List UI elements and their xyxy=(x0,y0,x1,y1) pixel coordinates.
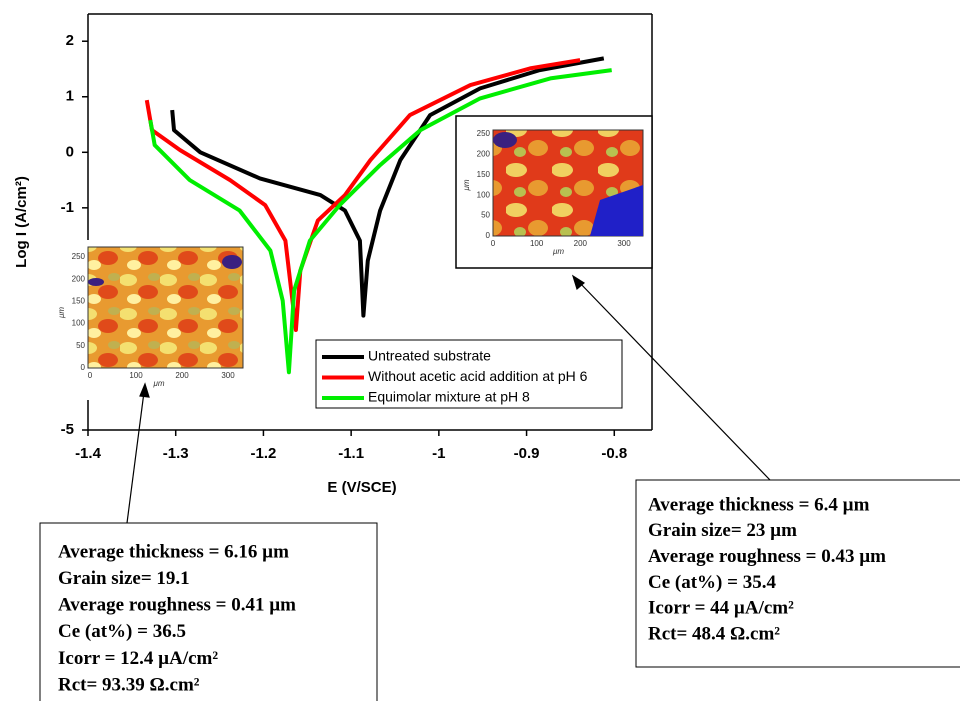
inset-y-tick-label: 50 xyxy=(481,211,490,220)
legend-label: Equimolar mixture at pH 8 xyxy=(368,389,530,405)
y-tick-label: 1 xyxy=(66,88,74,105)
inset-y-tick-label: 100 xyxy=(72,319,86,328)
figure: E (V/SCE) Log I (A/cm²) -1.4 -1.3 -1.2 -1.1… xyxy=(0,0,960,701)
inset-x-tick-label: 100 xyxy=(129,371,143,380)
annotation-line: Icorr = 12.4 µA/cm² xyxy=(58,648,218,669)
x-tick-label: -1.2 xyxy=(250,445,276,462)
inset-x-tick-label: 200 xyxy=(574,239,588,248)
y-tick-label: -5 xyxy=(61,421,74,438)
inset-y-tick-label: 100 xyxy=(477,190,491,199)
inset-y-tick-label: 150 xyxy=(72,297,86,306)
inset-y-tick-label: 250 xyxy=(477,129,491,138)
y-tick-label: 0 xyxy=(66,143,74,160)
inset-x-tick-label: 200 xyxy=(175,371,189,380)
x-tick-label: -1.1 xyxy=(338,445,364,462)
inset-x-tick-label: 0 xyxy=(491,239,496,248)
annotation-line: Ce (at%) = 35.4 xyxy=(648,572,776,593)
annotation-line: Average thickness = 6.4 µm xyxy=(648,494,870,515)
inset-x-tick-label: 0 xyxy=(88,371,93,380)
annotation-line: Rct= 93.39 Ω.cm² xyxy=(58,674,200,695)
annotation-line: Icorr = 44 µA/cm² xyxy=(648,598,794,619)
y-tick-label: 2 xyxy=(66,32,74,49)
annotation-line: Rct= 48.4 Ω.cm² xyxy=(648,623,780,644)
annotation-line: Average roughness = 0.43 µm xyxy=(648,546,886,567)
annotation-line: Average thickness = 6.16 µm xyxy=(58,541,289,562)
x-tick-label: -0.9 xyxy=(514,445,540,462)
inset-y-tick-label: 200 xyxy=(72,274,86,283)
legend-label: Untreated substrate xyxy=(368,348,491,364)
inset-map xyxy=(88,247,243,368)
annotation-line: Grain size= 19.1 xyxy=(58,568,190,589)
x-axis-label: E (V/SCE) xyxy=(327,479,396,496)
inset-x-tick-label: 300 xyxy=(617,239,631,248)
inset-x-unit: μm xyxy=(552,247,564,256)
legend-label: Without acetic acid addition at pH 6 xyxy=(368,368,588,384)
inset-y-tick-label: 50 xyxy=(76,341,85,350)
inset-x-tick-label: 300 xyxy=(221,371,235,380)
inset-y-unit: μm xyxy=(57,307,66,319)
x-tick-label: -1 xyxy=(432,445,445,462)
x-tick-label: -0.8 xyxy=(601,445,627,462)
annotation-line: Grain size= 23 µm xyxy=(648,520,797,541)
inset-x-tick-label: 100 xyxy=(530,239,544,248)
inset-y-tick-label: 200 xyxy=(477,150,491,159)
inset-y-tick-label: 150 xyxy=(477,170,491,179)
x-tick-label: -1.3 xyxy=(163,445,189,462)
annotation-line: Average roughness = 0.41 µm xyxy=(58,595,296,616)
inset-y-tick-label: 250 xyxy=(72,252,86,261)
y-tick-label: -1 xyxy=(61,199,74,216)
x-tick-label: -1.4 xyxy=(75,445,102,462)
annotation-line: Ce (at%) = 36.5 xyxy=(58,621,186,642)
inset-x-unit: μm xyxy=(152,379,164,388)
inset-y-tick-label: 0 xyxy=(81,363,86,372)
inset-y-unit: μm xyxy=(462,179,471,191)
y-axis-label: Log I (A/cm²) xyxy=(13,176,30,268)
